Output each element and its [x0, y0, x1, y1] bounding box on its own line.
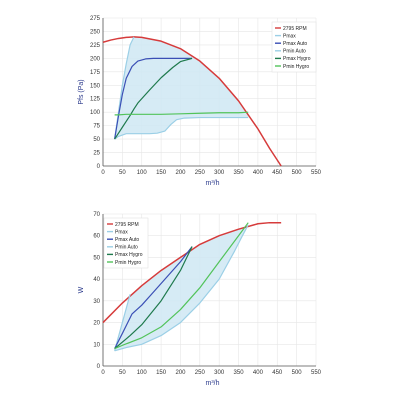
- operating-region: [114, 36, 249, 140]
- y-axis-label: W: [78, 286, 85, 293]
- x-tick-label: 0: [101, 170, 105, 176]
- x-tick-label: 200: [175, 170, 186, 176]
- x-tick-label: 50: [119, 170, 126, 176]
- x-tick-label: 350: [234, 170, 245, 176]
- y-tick-label: 0: [97, 164, 101, 170]
- legend-item: Pmax Auto: [115, 237, 139, 243]
- x-tick-label: 550: [311, 370, 322, 376]
- legend-item: 2795 RPM: [115, 222, 139, 228]
- series-line-pmax-hygro: [114, 57, 193, 140]
- x-axis-label: m³/h: [206, 180, 220, 187]
- y-tick-label: 175: [90, 70, 101, 76]
- y-tick-label: 150: [90, 83, 101, 89]
- legend-item: Pmin Auto: [115, 245, 138, 251]
- x-tick-label: 500: [292, 370, 303, 376]
- legend-item: Pmax Hygro: [115, 252, 143, 258]
- x-tick-label: 100: [137, 370, 148, 376]
- y-tick-label: 70: [93, 212, 100, 218]
- operating-region: [114, 224, 249, 351]
- series-line-pmax-auto: [114, 246, 193, 349]
- x-tick-label: 200: [175, 370, 186, 376]
- x-tick-label: 150: [156, 370, 167, 376]
- legend-item: Pmax Hygro: [283, 56, 311, 62]
- x-axis-label: m³/h: [206, 380, 220, 387]
- legend-item: Pmax: [283, 33, 296, 39]
- x-tick-label: 350: [234, 370, 245, 376]
- y-tick-label: 60: [93, 234, 100, 240]
- legend-item: Pmax: [115, 229, 128, 235]
- series-line-pmin-auto: [114, 116, 249, 140]
- y-tick-label: 75: [93, 124, 100, 130]
- y-tick-label: 275: [90, 16, 101, 22]
- y-tick-label: 200: [90, 56, 101, 62]
- y-tick-label: 50: [93, 255, 100, 261]
- y-tick-label: 50: [93, 137, 100, 143]
- legend-box: [103, 217, 149, 269]
- series-line-pmax: [114, 294, 131, 351]
- series-line-pmax-auto: [114, 57, 193, 140]
- y-tick-label: 0: [97, 364, 101, 370]
- y-tick-label: 100: [90, 110, 101, 116]
- x-tick-label: 450: [272, 170, 283, 176]
- chart-0: 0 50 100 150 200 250 300 350 400 450 500 550 0 25 50 75…: [78, 16, 322, 187]
- x-tick-label: 550: [311, 170, 322, 176]
- legend-item: Pmin Hygro: [283, 64, 309, 70]
- series-line-2795-rpm: [102, 36, 282, 167]
- x-tick-label: 100: [137, 170, 148, 176]
- legend-item: 2795 RPM: [283, 26, 307, 32]
- y-tick-label: 30: [93, 299, 100, 305]
- series-line-2795-rpm: [102, 221, 282, 324]
- x-tick-label: 150: [156, 170, 167, 176]
- series-line-pmax-hygro: [114, 246, 193, 350]
- y-tick-label: 125: [90, 97, 101, 103]
- y-axis-label: Pfs (Pa): [78, 79, 85, 104]
- x-tick-label: 450: [272, 370, 283, 376]
- legend-item: Pmin Auto: [283, 49, 306, 55]
- x-tick-label: 400: [253, 370, 264, 376]
- x-tick-label: 250: [195, 170, 206, 176]
- x-tick-label: 300: [214, 170, 225, 176]
- series-line-pmin-hygro: [114, 111, 249, 116]
- series-line-pmin-hygro: [114, 222, 249, 350]
- legend-item: Pmax Auto: [283, 41, 307, 47]
- x-tick-label: 0: [101, 370, 105, 376]
- chart-1: 0 50 100 150 200 250 300 350 400 450 500 550 0 10 20 30…: [78, 212, 322, 387]
- x-tick-label: 50: [119, 370, 126, 376]
- y-tick-label: 225: [90, 43, 101, 49]
- x-tick-label: 500: [292, 170, 303, 176]
- legend-item: Pmin Hygro: [115, 260, 141, 266]
- x-tick-label: 400: [253, 170, 264, 176]
- x-tick-label: 250: [195, 370, 206, 376]
- legend-box: [271, 21, 317, 73]
- y-tick-label: 20: [93, 321, 100, 327]
- x-tick-label: 300: [214, 370, 225, 376]
- y-tick-label: 40: [93, 277, 100, 283]
- y-tick-label: 250: [90, 29, 101, 35]
- y-tick-label: 25: [93, 151, 100, 157]
- y-tick-label: 10: [93, 342, 100, 348]
- series-line-pmin-auto: [114, 224, 249, 352]
